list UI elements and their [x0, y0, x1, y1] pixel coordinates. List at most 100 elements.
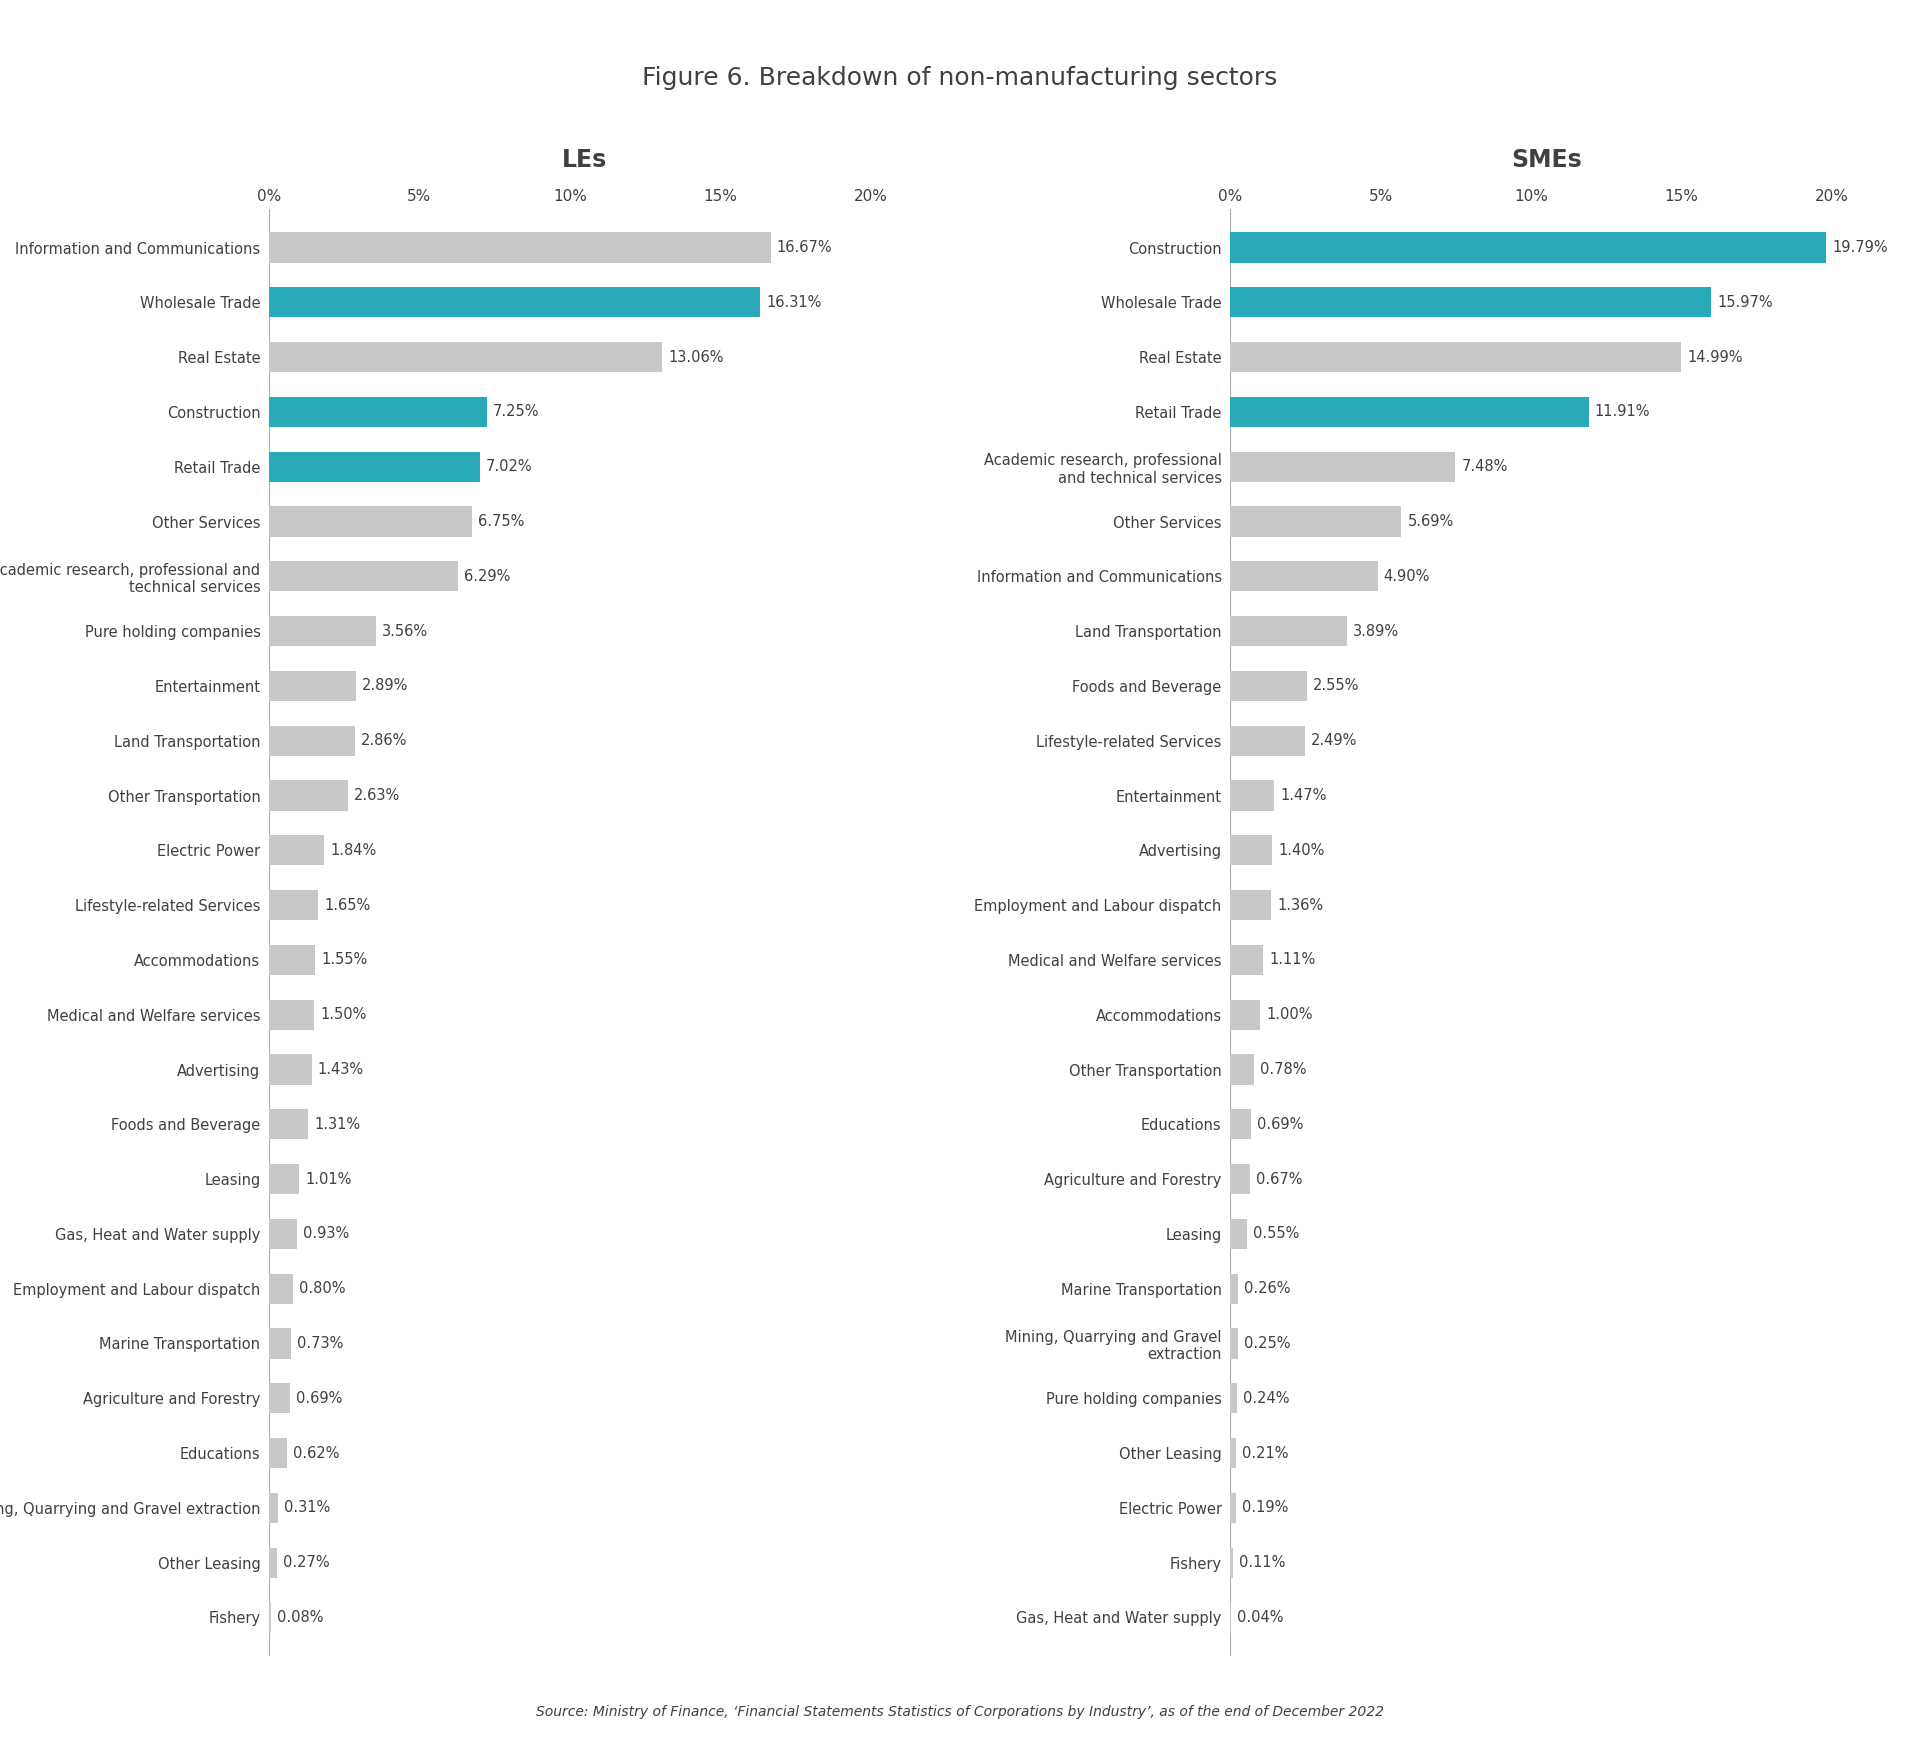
- Bar: [269, 1218, 298, 1250]
- Bar: [1231, 561, 1377, 591]
- Bar: [269, 725, 355, 756]
- Text: 11.91%: 11.91%: [1596, 404, 1649, 420]
- Text: 1.36%: 1.36%: [1277, 898, 1323, 913]
- Text: 1.55%: 1.55%: [321, 952, 369, 967]
- Text: 15.97%: 15.97%: [1716, 295, 1772, 310]
- Text: 0.78%: 0.78%: [1260, 1061, 1306, 1077]
- Bar: [269, 1602, 271, 1633]
- Bar: [1231, 945, 1263, 974]
- Text: 1.40%: 1.40%: [1279, 844, 1325, 858]
- Text: 0.21%: 0.21%: [1242, 1445, 1288, 1461]
- Bar: [1231, 835, 1273, 865]
- Text: 1.31%: 1.31%: [315, 1117, 361, 1131]
- Bar: [1231, 1274, 1238, 1304]
- Bar: [269, 1109, 309, 1140]
- Bar: [269, 397, 488, 427]
- Text: 3.89%: 3.89%: [1354, 624, 1400, 638]
- Text: 14.99%: 14.99%: [1688, 350, 1743, 364]
- Bar: [1231, 342, 1682, 373]
- Bar: [269, 342, 662, 373]
- Bar: [269, 1000, 315, 1030]
- Text: 0.26%: 0.26%: [1244, 1281, 1290, 1297]
- Bar: [1231, 1055, 1254, 1084]
- Bar: [1231, 1000, 1260, 1030]
- Text: 0.25%: 0.25%: [1244, 1335, 1290, 1351]
- Text: 3.56%: 3.56%: [382, 624, 428, 638]
- Text: 13.06%: 13.06%: [668, 350, 724, 364]
- Text: 1.11%: 1.11%: [1269, 952, 1315, 967]
- Text: 16.31%: 16.31%: [766, 295, 822, 310]
- Text: 0.55%: 0.55%: [1252, 1227, 1300, 1241]
- Bar: [1231, 232, 1826, 263]
- Text: 0.69%: 0.69%: [1258, 1117, 1304, 1131]
- Text: 7.02%: 7.02%: [486, 458, 534, 474]
- Text: 5.69%: 5.69%: [1407, 514, 1453, 530]
- Bar: [1231, 451, 1455, 481]
- Text: LEs: LEs: [563, 148, 607, 173]
- Bar: [269, 1164, 300, 1194]
- Text: 0.24%: 0.24%: [1244, 1391, 1290, 1407]
- Text: 0.93%: 0.93%: [303, 1227, 349, 1241]
- Text: 6.75%: 6.75%: [478, 514, 524, 530]
- Text: 2.63%: 2.63%: [353, 788, 399, 804]
- Bar: [1231, 1548, 1233, 1577]
- Bar: [269, 288, 760, 317]
- Bar: [269, 781, 348, 810]
- Bar: [1231, 288, 1711, 317]
- Text: 0.11%: 0.11%: [1238, 1555, 1286, 1570]
- Bar: [1231, 1109, 1250, 1140]
- Bar: [269, 232, 770, 263]
- Bar: [1231, 507, 1402, 537]
- Text: 2.49%: 2.49%: [1311, 734, 1357, 748]
- Bar: [269, 561, 459, 591]
- Bar: [269, 1492, 278, 1523]
- Text: 6.29%: 6.29%: [465, 568, 511, 584]
- Text: 1.43%: 1.43%: [319, 1061, 365, 1077]
- Text: SMEs: SMEs: [1511, 148, 1582, 173]
- Text: 2.86%: 2.86%: [361, 734, 407, 748]
- Bar: [1231, 1384, 1236, 1414]
- Text: 2.89%: 2.89%: [361, 678, 409, 694]
- Bar: [1231, 781, 1275, 810]
- Text: 0.80%: 0.80%: [300, 1281, 346, 1297]
- Bar: [269, 1438, 288, 1468]
- Bar: [269, 1055, 311, 1084]
- Bar: [1231, 891, 1271, 920]
- Bar: [1231, 1218, 1246, 1250]
- Bar: [1231, 615, 1348, 647]
- Bar: [269, 835, 324, 865]
- Text: 0.31%: 0.31%: [284, 1501, 330, 1515]
- Bar: [1231, 397, 1588, 427]
- Bar: [269, 507, 472, 537]
- Text: 7.25%: 7.25%: [493, 404, 540, 420]
- Text: 0.67%: 0.67%: [1256, 1171, 1302, 1187]
- Text: 4.90%: 4.90%: [1384, 568, 1430, 584]
- Text: Source: Ministry of Finance, ‘Financial Statements Statistics of Corporations by: Source: Ministry of Finance, ‘Financial …: [536, 1705, 1384, 1719]
- Bar: [269, 671, 355, 701]
- Text: 1.65%: 1.65%: [324, 898, 371, 913]
- Bar: [269, 1328, 290, 1358]
- Bar: [1231, 671, 1308, 701]
- Bar: [1231, 1328, 1238, 1358]
- Text: 16.67%: 16.67%: [778, 241, 833, 254]
- Text: 0.62%: 0.62%: [294, 1445, 340, 1461]
- Text: Figure 6. Breakdown of non-manufacturing sectors: Figure 6. Breakdown of non-manufacturing…: [643, 66, 1277, 91]
- Text: 7.48%: 7.48%: [1461, 458, 1507, 474]
- Bar: [1231, 1438, 1236, 1468]
- Text: 0.08%: 0.08%: [276, 1611, 324, 1624]
- Text: 19.79%: 19.79%: [1832, 241, 1887, 254]
- Text: 1.00%: 1.00%: [1265, 1007, 1313, 1021]
- Bar: [269, 1274, 294, 1304]
- Bar: [269, 945, 315, 974]
- Bar: [269, 1548, 276, 1577]
- Bar: [269, 891, 319, 920]
- Text: 0.19%: 0.19%: [1242, 1501, 1288, 1515]
- Text: 0.27%: 0.27%: [282, 1555, 330, 1570]
- Bar: [269, 1384, 290, 1414]
- Bar: [269, 451, 480, 481]
- Text: 0.69%: 0.69%: [296, 1391, 342, 1407]
- Text: 0.04%: 0.04%: [1236, 1611, 1284, 1624]
- Bar: [1231, 1492, 1236, 1523]
- Text: 0.73%: 0.73%: [298, 1335, 344, 1351]
- Text: 1.01%: 1.01%: [305, 1171, 351, 1187]
